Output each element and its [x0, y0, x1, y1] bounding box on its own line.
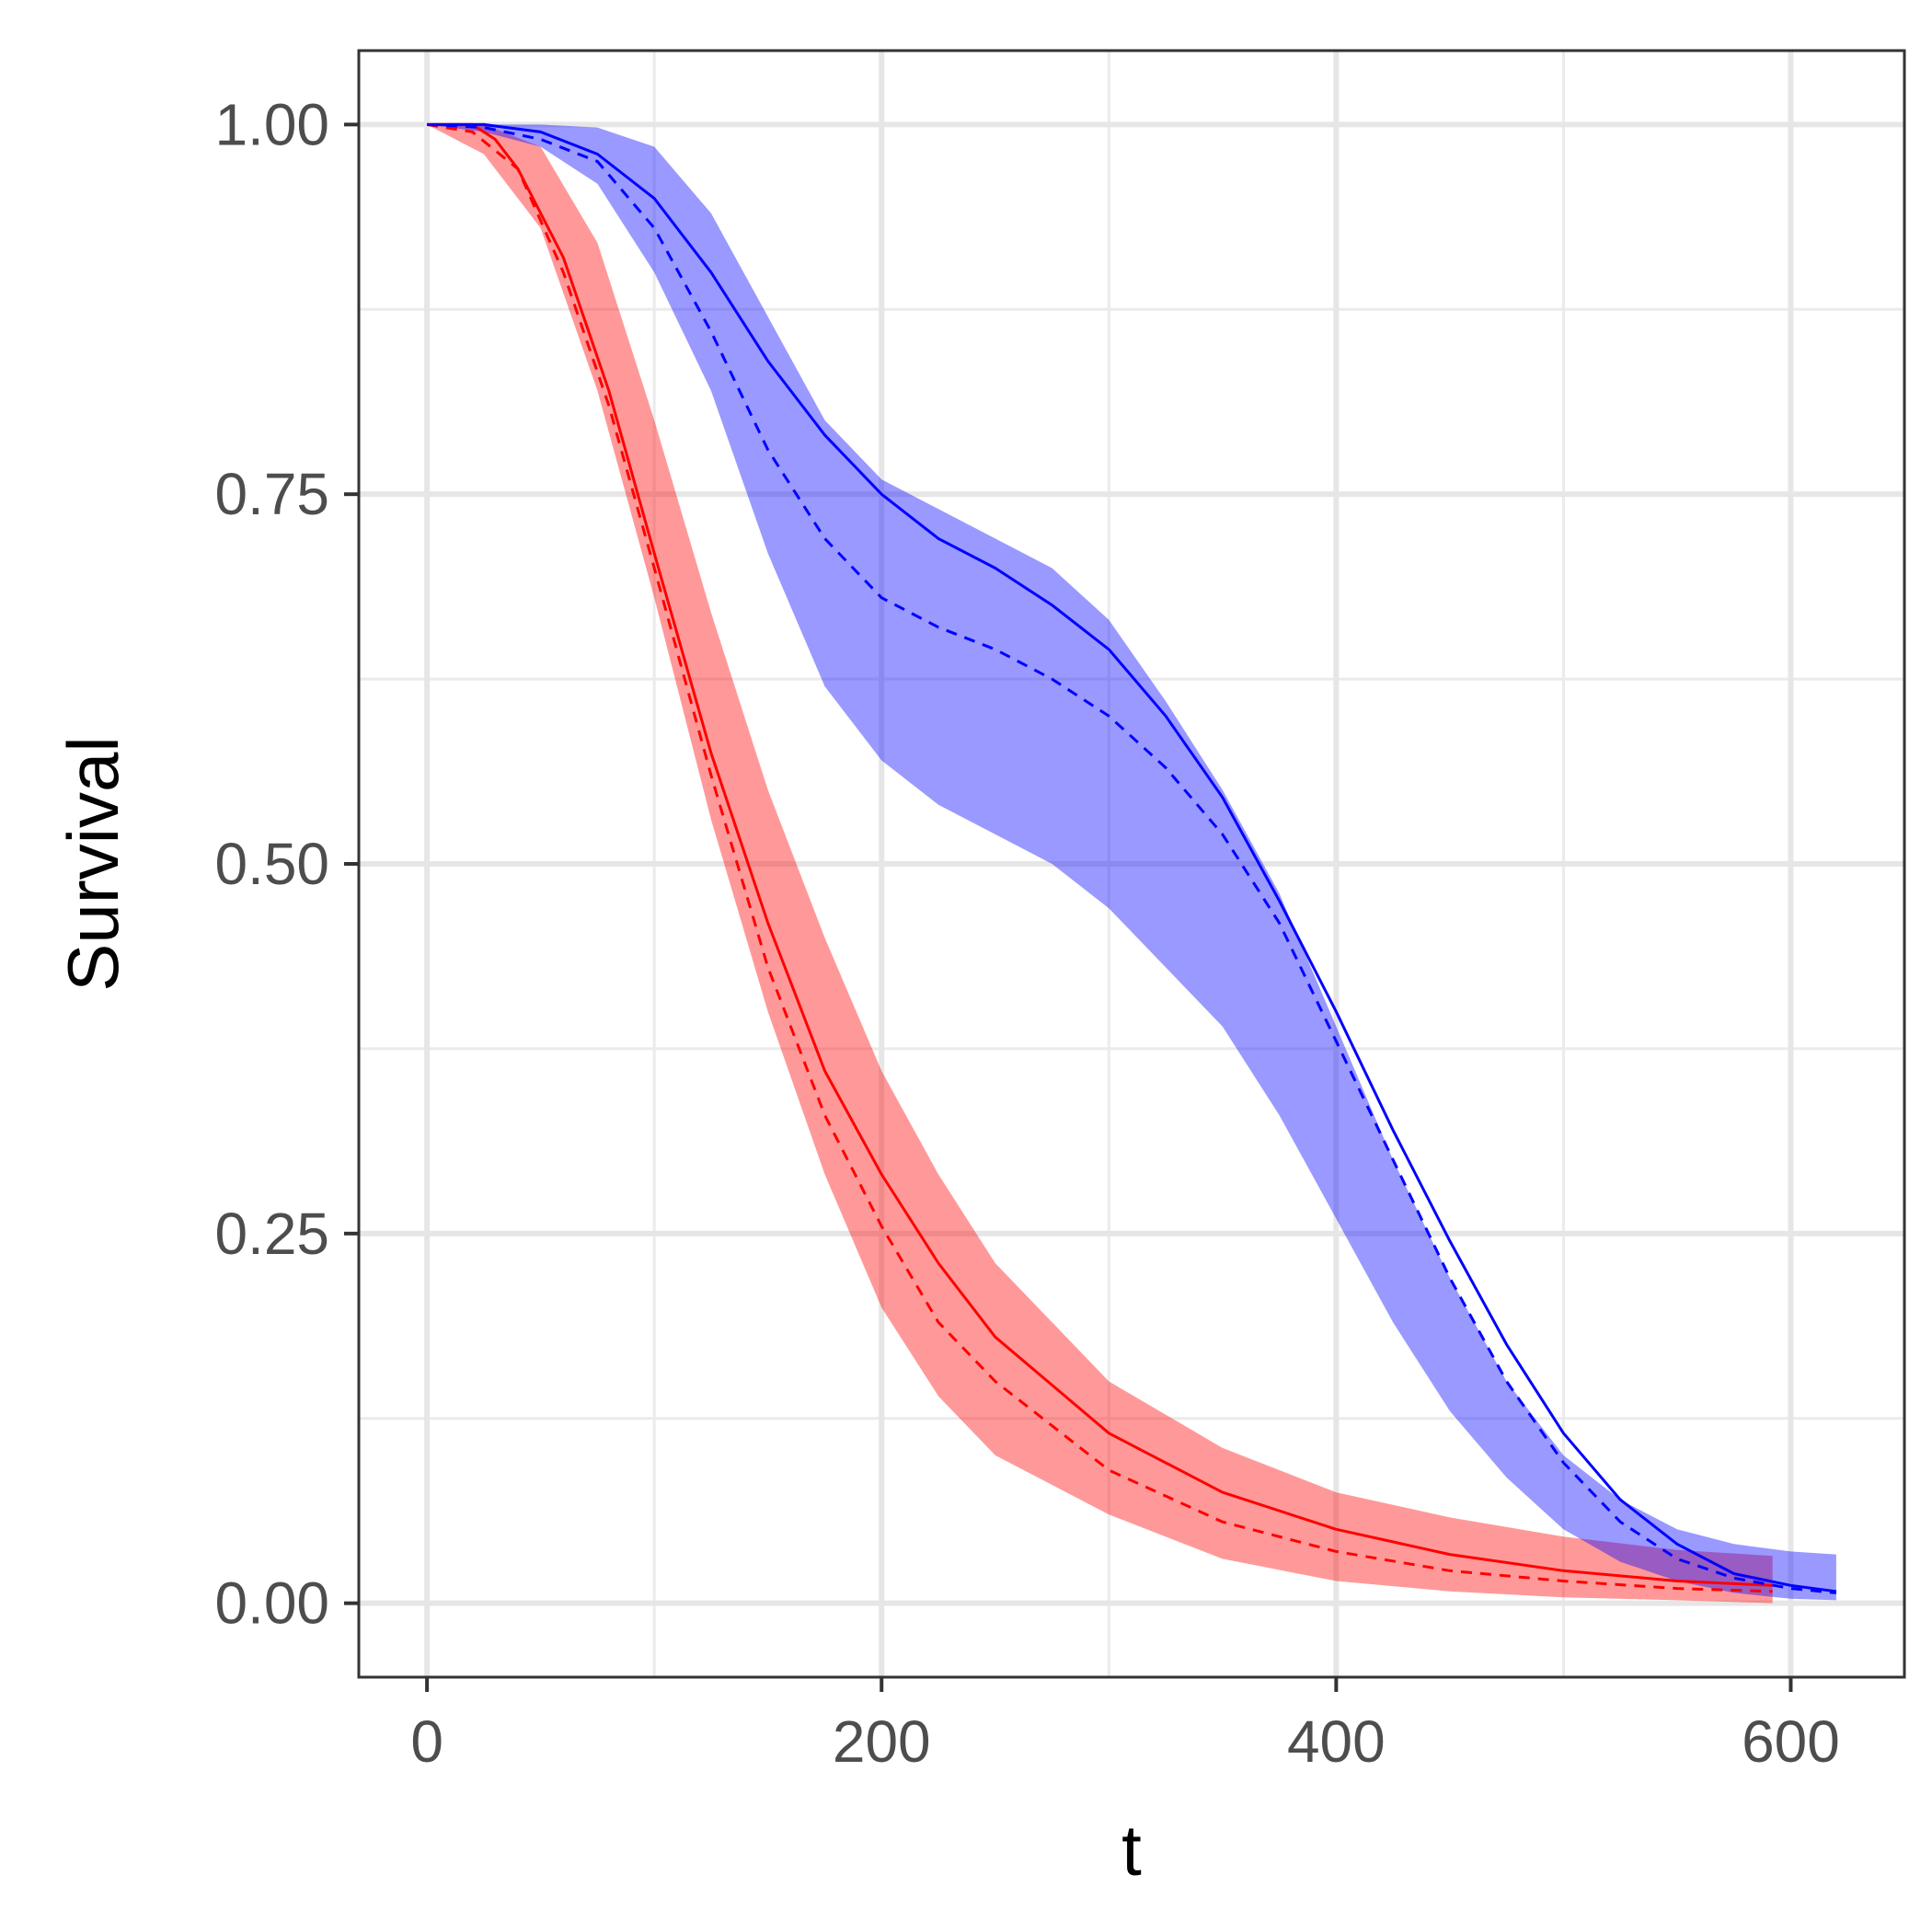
survival-curves [426, 122, 1837, 1594]
y-tick-label: 0.75 [214, 461, 329, 527]
x-tick-label: 200 [833, 1708, 931, 1775]
x-tick-label: 0 [410, 1708, 443, 1775]
y-tick-label: 1.00 [214, 91, 329, 157]
y-tick-label: 0.00 [214, 1570, 329, 1637]
y-axis-title: Survival [52, 736, 133, 991]
confidence-bands [427, 124, 1836, 1604]
survival-line [427, 122, 1837, 1593]
survival-line [426, 122, 1773, 1593]
x-tick-label: 400 [1287, 1708, 1386, 1775]
survival-line [427, 122, 1837, 1594]
major-gridlines [359, 51, 1904, 1677]
confidence-band [427, 124, 1836, 1601]
x-axis: 0 200 400 600 [410, 1677, 1840, 1775]
y-tick-label: 0.50 [214, 831, 329, 897]
confidence-band [427, 124, 1773, 1604]
y-axis: 0.00 0.25 0.50 0.75 1.00 [214, 91, 359, 1637]
x-axis-title: t [1121, 1810, 1142, 1891]
x-tick-label: 600 [1742, 1708, 1840, 1775]
y-tick-label: 0.25 [214, 1201, 329, 1267]
